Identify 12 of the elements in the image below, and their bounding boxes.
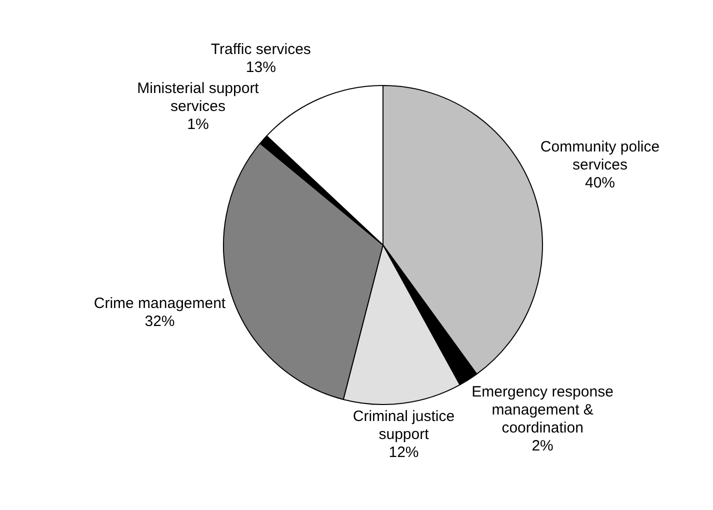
slice-label: Traffic services <box>210 41 311 58</box>
slice-label: Emergency response management & coordination <box>472 383 614 436</box>
data-label: 1% <box>187 116 209 134</box>
slice-label: Criminal justice support <box>352 408 455 443</box>
data-label: 2% <box>532 437 554 454</box>
slice-label: Community police services <box>540 138 660 174</box>
slice-label: Ministerial support services <box>137 80 260 116</box>
data-label: 12% <box>388 444 419 461</box>
data-label: 13% <box>246 59 276 76</box>
slice-label: Crime management <box>94 294 226 312</box>
data-label: 40% <box>584 174 616 192</box>
data-label: 32% <box>144 312 175 330</box>
